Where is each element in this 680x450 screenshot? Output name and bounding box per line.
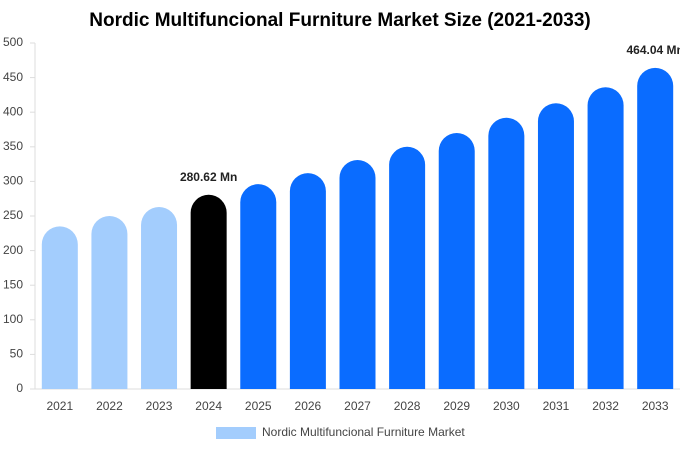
bar bbox=[637, 67, 674, 389]
bar bbox=[91, 216, 128, 389]
bar bbox=[41, 226, 78, 389]
x-tick-label: 2033 bbox=[642, 399, 669, 413]
y-tick-label: 500 bbox=[3, 35, 23, 49]
bar bbox=[339, 159, 376, 389]
x-tick-label: 2022 bbox=[96, 399, 123, 413]
x-tick-label: 2021 bbox=[46, 399, 73, 413]
x-tick-label: 2030 bbox=[493, 399, 520, 413]
bar bbox=[240, 184, 277, 389]
x-tick-label: 2027 bbox=[344, 399, 371, 413]
y-tick-label: 400 bbox=[3, 104, 23, 118]
bar bbox=[587, 87, 624, 390]
chart-title: Nordic Multifuncional Furniture Market S… bbox=[89, 10, 591, 31]
x-tick-label: 2031 bbox=[543, 399, 570, 413]
y-tick-label: 300 bbox=[3, 174, 23, 188]
y-tick-label: 250 bbox=[3, 208, 23, 222]
value-label: 464.04 Mn bbox=[627, 43, 680, 57]
x-tick-label: 2028 bbox=[394, 399, 421, 413]
x-tick-label: 2025 bbox=[245, 399, 272, 413]
y-tick-label: 150 bbox=[3, 277, 23, 291]
bar bbox=[389, 146, 426, 389]
y-tick-label: 0 bbox=[16, 381, 23, 395]
y-tick-label: 200 bbox=[3, 243, 23, 257]
legend-swatch bbox=[216, 427, 256, 439]
y-tick-label: 100 bbox=[3, 312, 23, 326]
bar bbox=[488, 117, 525, 389]
y-tick-label: 450 bbox=[3, 70, 23, 84]
legend-label: Nordic Multifuncional Furniture Market bbox=[262, 425, 465, 439]
bar bbox=[289, 173, 326, 389]
x-tick-label: 2029 bbox=[443, 399, 470, 413]
y-tick-label: 350 bbox=[3, 139, 23, 153]
bar bbox=[537, 103, 574, 389]
bar bbox=[438, 132, 475, 389]
y-tick-label: 50 bbox=[10, 347, 24, 361]
x-tick-label: 2026 bbox=[295, 399, 322, 413]
x-tick-label: 2023 bbox=[146, 399, 173, 413]
bar bbox=[141, 207, 178, 389]
value-label: 280.62 Mn bbox=[180, 170, 237, 184]
bar bbox=[190, 194, 227, 389]
x-tick-label: 2024 bbox=[195, 399, 222, 413]
x-tick-label: 2032 bbox=[592, 399, 619, 413]
